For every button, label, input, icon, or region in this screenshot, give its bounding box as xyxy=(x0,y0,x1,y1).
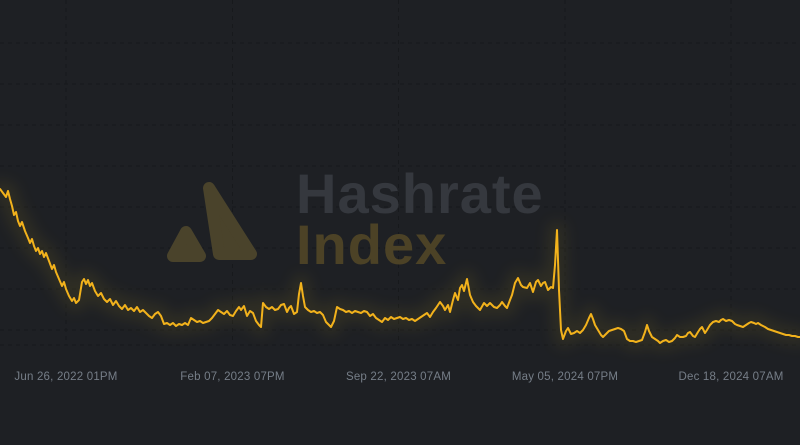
price-line-glow xyxy=(0,180,800,352)
gridlines xyxy=(0,0,800,345)
price-line xyxy=(0,188,800,344)
